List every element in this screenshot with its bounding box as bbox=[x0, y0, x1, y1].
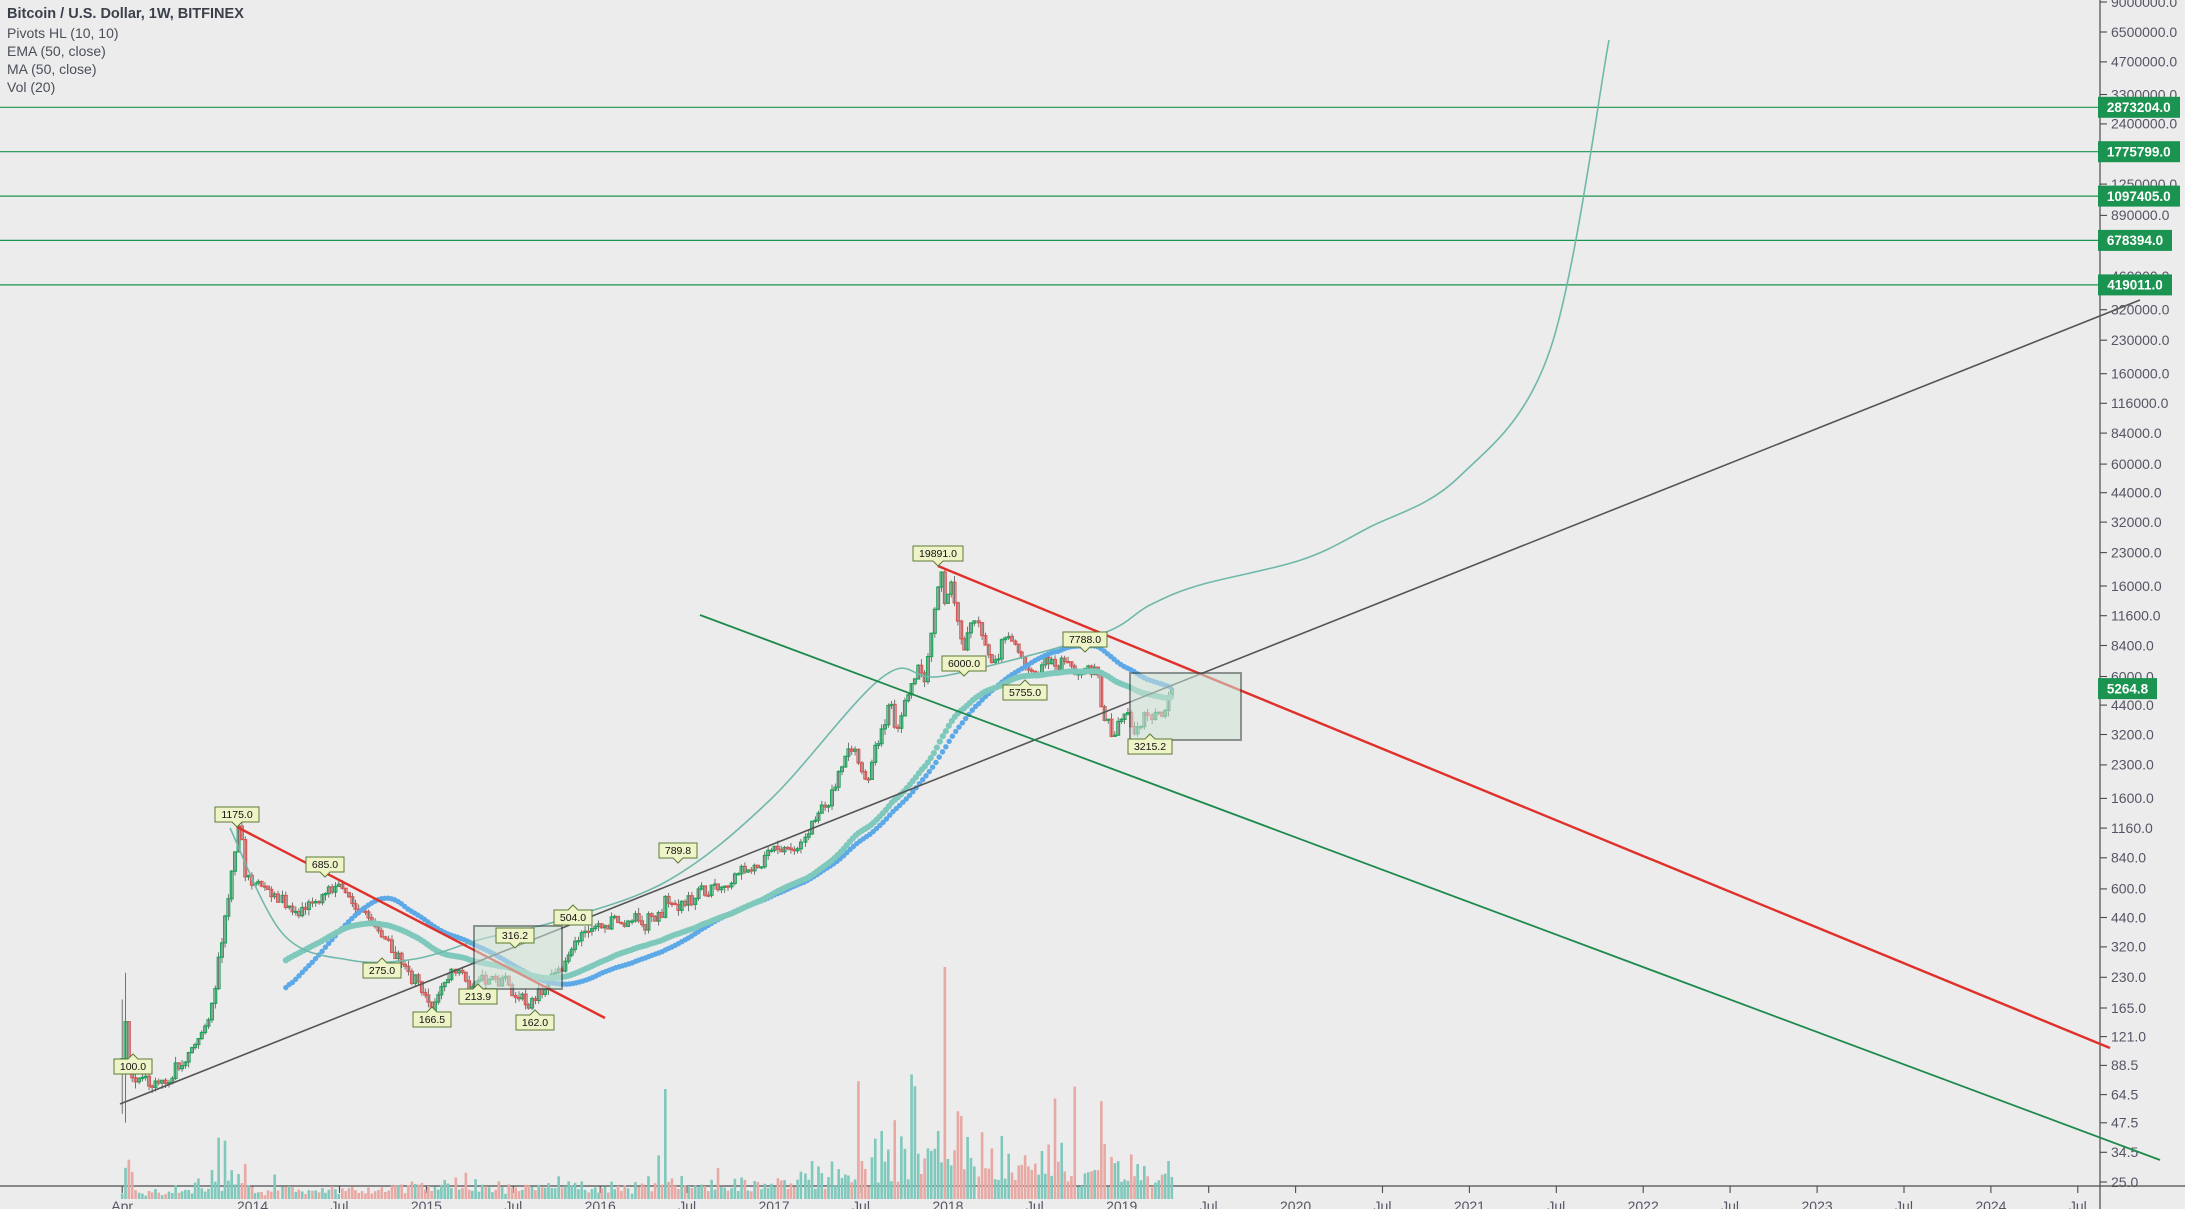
svg-text:Jul: Jul bbox=[2069, 1198, 2087, 1209]
svg-text:2400000.0: 2400000.0 bbox=[2111, 116, 2177, 132]
svg-text:1775799.0: 1775799.0 bbox=[2107, 145, 2171, 160]
svg-text:1097405.0: 1097405.0 bbox=[2107, 189, 2171, 204]
svg-text:440.0: 440.0 bbox=[2111, 909, 2146, 925]
svg-text:3215.2: 3215.2 bbox=[1134, 741, 1166, 753]
svg-text:8400.0: 8400.0 bbox=[2111, 637, 2154, 653]
svg-text:316.2: 316.2 bbox=[502, 930, 528, 942]
svg-text:2023: 2023 bbox=[1802, 1198, 1833, 1209]
svg-text:6000.0: 6000.0 bbox=[948, 658, 980, 670]
svg-text:890000.0: 890000.0 bbox=[2111, 207, 2170, 223]
svg-text:2014: 2014 bbox=[237, 1198, 268, 1209]
svg-text:1160.0: 1160.0 bbox=[2111, 820, 2153, 836]
svg-text:116000.0: 116000.0 bbox=[2111, 395, 2169, 411]
svg-text:Jul: Jul bbox=[1200, 1198, 1218, 1209]
svg-text:Jul: Jul bbox=[331, 1198, 349, 1209]
svg-text:88.5: 88.5 bbox=[2111, 1057, 2138, 1073]
svg-text:Jul: Jul bbox=[1026, 1198, 1044, 1209]
svg-text:4700000.0: 4700000.0 bbox=[2111, 54, 2177, 70]
svg-text:121.0: 121.0 bbox=[2111, 1028, 2146, 1044]
svg-text:419011.0: 419011.0 bbox=[2107, 278, 2163, 293]
svg-text:Jul: Jul bbox=[1721, 1198, 1739, 1209]
svg-text:789.8: 789.8 bbox=[665, 845, 691, 857]
svg-text:Jul: Jul bbox=[1895, 1198, 1913, 1209]
svg-text:11600.0: 11600.0 bbox=[2111, 608, 2161, 624]
svg-text:1175.0: 1175.0 bbox=[221, 809, 252, 821]
svg-text:165.0: 165.0 bbox=[2111, 1000, 2146, 1016]
svg-text:166.5: 166.5 bbox=[419, 1014, 445, 1026]
svg-text:Jul: Jul bbox=[852, 1198, 870, 1209]
svg-text:275.0: 275.0 bbox=[369, 965, 395, 977]
svg-text:19891.0: 19891.0 bbox=[919, 548, 957, 560]
svg-text:3200.0: 3200.0 bbox=[2111, 726, 2154, 742]
svg-text:678394.0: 678394.0 bbox=[2107, 233, 2163, 248]
svg-text:2018: 2018 bbox=[932, 1198, 963, 1209]
svg-text:Jul: Jul bbox=[1374, 1198, 1392, 1209]
svg-text:320.0: 320.0 bbox=[2111, 939, 2146, 955]
svg-text:2017: 2017 bbox=[759, 1198, 790, 1209]
svg-text:32000.0: 32000.0 bbox=[2111, 514, 2162, 530]
svg-text:9000000.0: 9000000.0 bbox=[2111, 0, 2177, 10]
svg-text:685.0: 685.0 bbox=[312, 859, 338, 871]
svg-text:213.9: 213.9 bbox=[465, 991, 491, 1003]
svg-text:25.0: 25.0 bbox=[2111, 1174, 2138, 1190]
svg-text:2015: 2015 bbox=[411, 1198, 442, 1209]
svg-text:Jul: Jul bbox=[1547, 1198, 1565, 1209]
svg-text:7788.0: 7788.0 bbox=[1069, 634, 1101, 646]
svg-text:23000.0: 23000.0 bbox=[2111, 544, 2162, 560]
svg-text:840.0: 840.0 bbox=[2111, 850, 2146, 866]
svg-text:Jul: Jul bbox=[678, 1198, 696, 1209]
svg-text:504.0: 504.0 bbox=[560, 912, 586, 924]
svg-text:230.0: 230.0 bbox=[2111, 969, 2146, 985]
svg-text:2016: 2016 bbox=[585, 1198, 616, 1209]
svg-text:6500000.0: 6500000.0 bbox=[2111, 24, 2177, 40]
svg-text:47.5: 47.5 bbox=[2111, 1115, 2138, 1131]
svg-text:160000.0: 160000.0 bbox=[2111, 366, 2170, 382]
svg-text:60000.0: 60000.0 bbox=[2111, 456, 2162, 472]
svg-text:44000.0: 44000.0 bbox=[2111, 485, 2162, 501]
svg-text:320000.0: 320000.0 bbox=[2111, 302, 2170, 318]
svg-text:16000.0: 16000.0 bbox=[2111, 578, 2162, 594]
svg-text:2300.0: 2300.0 bbox=[2111, 757, 2154, 773]
svg-text:Apr: Apr bbox=[111, 1198, 133, 1209]
svg-text:1600.0: 1600.0 bbox=[2111, 790, 2154, 806]
svg-text:4400.0: 4400.0 bbox=[2111, 697, 2154, 713]
svg-text:2024: 2024 bbox=[1975, 1198, 2006, 1209]
svg-text:600.0: 600.0 bbox=[2111, 881, 2146, 897]
svg-text:2022: 2022 bbox=[1628, 1198, 1659, 1209]
svg-text:2021: 2021 bbox=[1454, 1198, 1485, 1209]
svg-text:64.5: 64.5 bbox=[2111, 1086, 2138, 1102]
svg-text:162.0: 162.0 bbox=[522, 1017, 548, 1029]
svg-text:5264.8: 5264.8 bbox=[2107, 681, 2149, 696]
svg-text:2019: 2019 bbox=[1106, 1198, 1137, 1209]
svg-text:Jul: Jul bbox=[504, 1198, 522, 1209]
svg-text:2873204.0: 2873204.0 bbox=[2107, 100, 2171, 115]
svg-text:230000.0: 230000.0 bbox=[2111, 332, 2170, 348]
svg-text:5755.0: 5755.0 bbox=[1009, 687, 1041, 699]
svg-text:100.0: 100.0 bbox=[120, 1061, 146, 1073]
svg-text:2020: 2020 bbox=[1280, 1198, 1311, 1209]
svg-text:84000.0: 84000.0 bbox=[2111, 425, 2162, 441]
